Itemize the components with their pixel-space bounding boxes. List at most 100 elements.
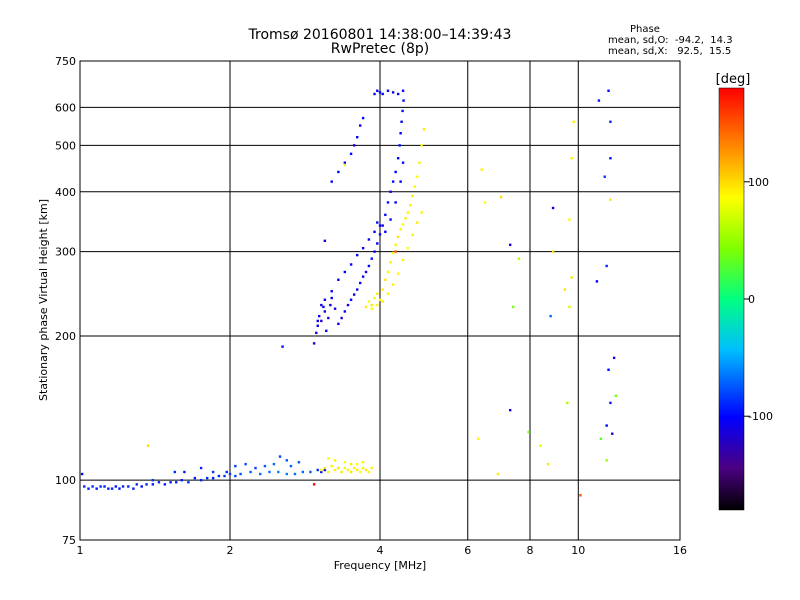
data-point-x [384, 278, 387, 281]
data-point-o [402, 99, 405, 102]
x-tick-label: 6 [464, 544, 471, 557]
data-point-o [83, 485, 86, 488]
data-point-x [568, 218, 571, 221]
data-point-o [330, 290, 333, 293]
data-point-o [333, 307, 337, 310]
data-point-o [157, 481, 161, 484]
data-point-o [187, 481, 190, 484]
data-point-o [234, 464, 237, 468]
data-point-x [370, 303, 373, 307]
data-point-o [330, 296, 333, 300]
x-tick-label: 1 [77, 544, 84, 557]
data-point-o [343, 270, 347, 274]
data-point-x [373, 296, 376, 300]
data-point-o [378, 91, 382, 94]
data-point-x [361, 461, 365, 464]
data-point-o [373, 92, 376, 96]
data-point-x [420, 211, 423, 214]
plot-frame [79, 60, 681, 541]
data-point-o [183, 470, 186, 474]
data-point-o [396, 92, 400, 96]
data-point-o [259, 472, 262, 476]
data-point-x [320, 468, 323, 472]
data-point-o [401, 89, 405, 92]
data-point-x [340, 470, 343, 474]
data-point-o [607, 368, 610, 371]
data-point-o [285, 459, 288, 462]
data-point-o [346, 303, 350, 307]
data-point-o [323, 310, 327, 313]
data-point-x [364, 468, 368, 472]
data-point-x [386, 292, 390, 295]
data-point-o [323, 298, 327, 301]
data-point-o [611, 432, 614, 435]
data-point-x [411, 233, 414, 237]
data-point-o [325, 329, 328, 333]
data-point-x [394, 243, 397, 246]
data-point-x [415, 221, 419, 224]
data-point-o [384, 213, 387, 217]
data-point-o [376, 242, 379, 245]
data-point-o [361, 246, 365, 250]
data-point-x [411, 194, 414, 198]
data-point-o [254, 466, 257, 470]
data-point-x [614, 394, 618, 398]
data-point-o [320, 470, 323, 474]
data-point-x [420, 144, 423, 147]
data-point-x [391, 251, 395, 255]
data-point-o [355, 135, 359, 139]
data-point-x [563, 288, 567, 291]
x-axis-label: Frequency [MHz] [334, 559, 426, 572]
data-point-o [322, 305, 325, 309]
data-point-x [370, 466, 373, 470]
data-point-x [496, 472, 500, 476]
data-point-x [409, 203, 412, 207]
data-point-o [135, 483, 138, 486]
data-point-x [483, 201, 487, 204]
data-point-o [361, 116, 365, 120]
data-point-o [605, 424, 608, 427]
y-tick-label: 500 [55, 139, 76, 152]
data-point-o [549, 314, 552, 318]
data-point-o [597, 99, 601, 102]
data-point-o [217, 474, 221, 478]
data-point-o [391, 91, 395, 94]
data-point-o [301, 470, 305, 474]
data-point-o [99, 485, 102, 488]
x-tick-label: 16 [673, 544, 687, 557]
data-point-x [418, 161, 421, 164]
data-point-o [508, 408, 512, 412]
data-point-x [337, 466, 340, 470]
data-point-o [180, 478, 183, 482]
data-point-x [401, 258, 405, 262]
data-point-o [401, 109, 404, 113]
colorbar-tick-label: -100 [748, 410, 773, 423]
data-point-x [146, 444, 150, 447]
data-point-x [599, 437, 603, 440]
data-point-o [327, 316, 330, 320]
data-point-x [394, 250, 397, 253]
data-point-o [381, 92, 384, 96]
data-point-x [370, 307, 373, 310]
data-point-o [289, 464, 293, 468]
data-point-x [381, 288, 384, 291]
data-point-o [163, 483, 167, 486]
data-point-x [415, 175, 419, 178]
data-point-o [173, 470, 177, 474]
x-tick-label: 2 [227, 544, 234, 557]
data-point-x [346, 468, 350, 472]
data-point-o [352, 293, 356, 296]
data-point-o [381, 224, 384, 227]
data-point-o [297, 461, 301, 464]
data-point-x [396, 235, 400, 239]
data-point-o [373, 250, 376, 253]
data-point-o [225, 470, 228, 474]
data-point-o [140, 485, 143, 488]
data-point-o [110, 487, 114, 490]
data-point-o [330, 180, 333, 183]
data-point-x [396, 272, 400, 275]
data-point-o [389, 218, 392, 221]
data-point-x [386, 270, 390, 274]
data-point-o [352, 144, 356, 147]
data-point-x [499, 195, 503, 199]
